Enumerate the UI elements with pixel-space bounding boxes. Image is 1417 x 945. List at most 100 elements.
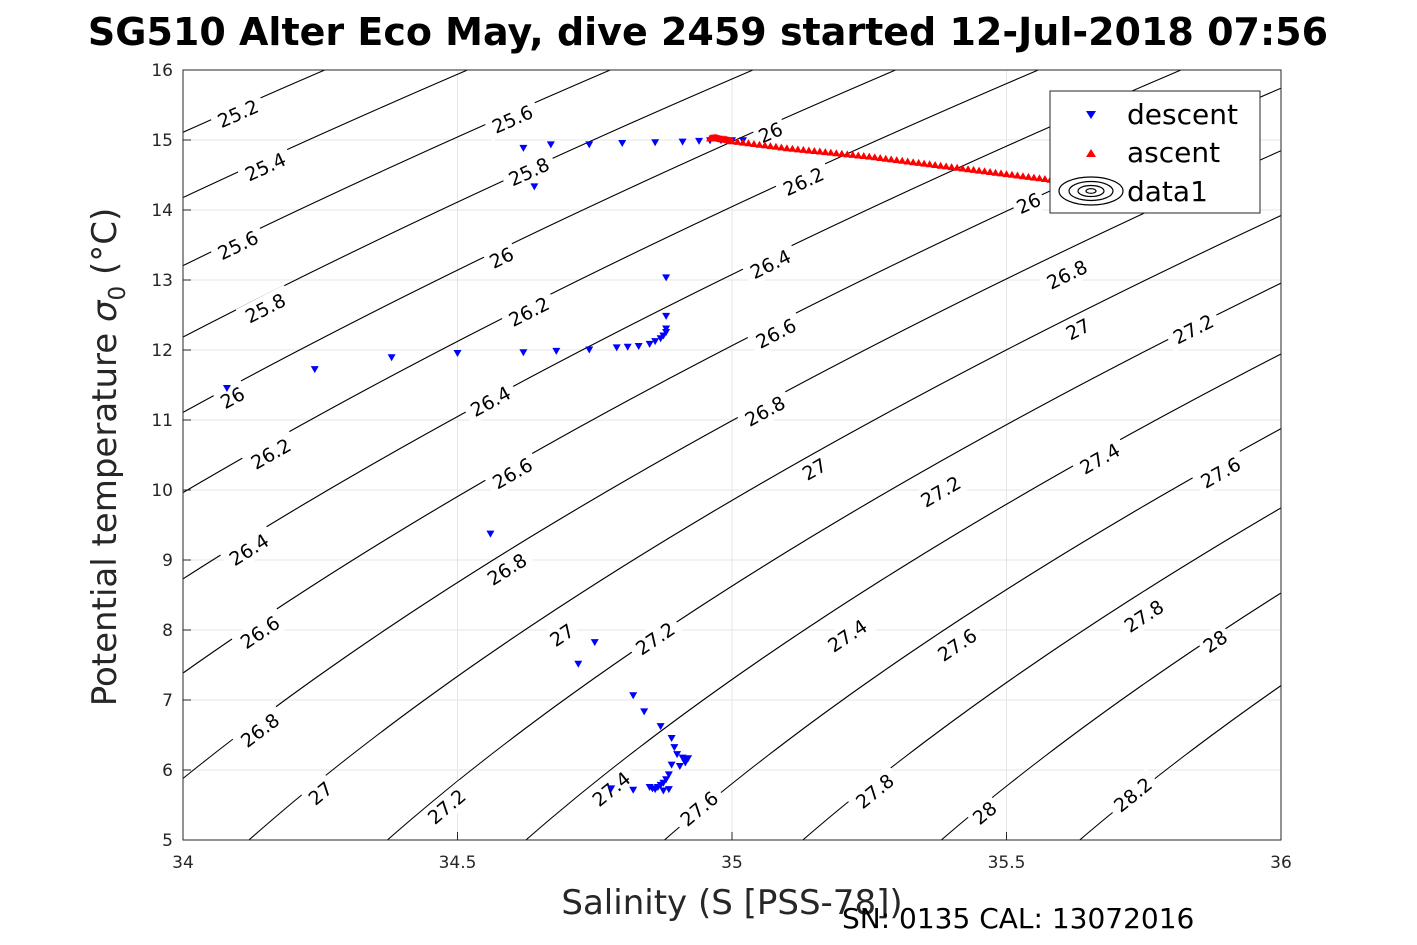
contour-label-background xyxy=(746,310,806,357)
ascent-point xyxy=(771,142,780,150)
ascent-point xyxy=(843,150,852,158)
descent-point xyxy=(659,787,668,795)
descent-point xyxy=(645,340,654,348)
ascent-point xyxy=(826,148,835,156)
y-tick-label: 10 xyxy=(151,481,173,501)
ascent-point xyxy=(859,152,868,160)
ascent-point xyxy=(1013,171,1022,179)
up-triangle-marker xyxy=(1086,149,1096,157)
contour-label-background xyxy=(477,544,537,594)
ascent-point xyxy=(793,145,802,153)
contour-label-background xyxy=(1114,591,1173,641)
ascent-point xyxy=(881,154,890,162)
x-axis-ticks: 34 34.5 35 35.5 36 xyxy=(172,853,1292,873)
ascent-point xyxy=(738,138,747,146)
y-axis-label-unit: (°C) xyxy=(85,208,125,286)
ascent-point xyxy=(760,141,769,149)
descent-point xyxy=(651,139,660,147)
isopycnal-line xyxy=(386,282,1281,840)
descent-point xyxy=(585,346,594,354)
descent-point xyxy=(662,325,671,333)
y-tick-label: 8 xyxy=(162,621,173,641)
ascent-point xyxy=(788,144,797,152)
y-tick-label: 16 xyxy=(151,61,173,81)
descent-point xyxy=(681,759,690,767)
ascent-point xyxy=(865,152,874,160)
ascent-point xyxy=(749,140,758,147)
contour-label-background xyxy=(1104,768,1162,821)
isopycnal-line xyxy=(940,592,1281,840)
ascent-point xyxy=(887,155,896,163)
descent-point xyxy=(546,141,555,149)
ascent-point xyxy=(1007,170,1016,178)
ascent-point xyxy=(980,167,989,175)
descent-point xyxy=(684,755,693,763)
y-axis-ticks: 5 6 7 8 9 10 11 12 13 14 15 16 xyxy=(151,61,173,851)
ascent-point xyxy=(1018,172,1027,180)
descent-series xyxy=(222,137,747,795)
contour-label-background xyxy=(964,793,1005,832)
ascent-point xyxy=(870,153,879,161)
descent-point xyxy=(590,639,599,647)
ascent-point xyxy=(821,148,830,156)
contour-label-background xyxy=(208,91,268,136)
legend: descent ascent data1 xyxy=(1049,90,1261,214)
contour-label-background xyxy=(1191,448,1251,497)
ascent-point xyxy=(914,158,923,166)
y-axis-label-text: Potential temperature xyxy=(85,322,125,706)
x-tick-label: 35.5 xyxy=(988,853,1026,873)
descent-point xyxy=(453,350,462,357)
contour-label-background xyxy=(499,288,559,335)
y-axis-label: Potential temperature σ0 (°C) xyxy=(85,208,131,707)
contour-label-background xyxy=(235,144,295,189)
ascent-point xyxy=(810,147,819,154)
descent-point xyxy=(629,786,638,794)
descent-point xyxy=(585,141,594,149)
contour-label-background xyxy=(911,467,970,516)
contour-label-background xyxy=(927,619,987,670)
ascent-point xyxy=(832,149,841,157)
contour-label-background xyxy=(626,613,685,664)
descent-point xyxy=(222,385,231,392)
contour-label-background xyxy=(846,764,904,818)
ascent-point xyxy=(997,169,1006,177)
contour-label-background xyxy=(751,115,790,150)
ascent-point xyxy=(942,162,951,170)
y-tick-label: 9 xyxy=(162,551,173,571)
isopycnal-line xyxy=(183,70,1183,580)
legend-label-ascent: ascent xyxy=(1127,136,1220,169)
legend-box xyxy=(1049,90,1261,214)
descent-point xyxy=(640,708,649,716)
descent-point xyxy=(574,660,583,668)
descent-point xyxy=(664,786,673,794)
serial-calibration-note: SN: 0135 CAL: 13072016 xyxy=(842,902,1194,935)
contour-label-background xyxy=(773,159,833,204)
contour-label: 26.4 xyxy=(740,241,800,287)
ascent-point xyxy=(958,164,967,172)
descent-point xyxy=(519,144,528,152)
contour-label-background xyxy=(794,450,834,488)
contour-label-background xyxy=(818,610,877,661)
descent-point xyxy=(634,343,643,350)
legend-label-descent: descent xyxy=(1127,98,1238,131)
contour-label: 27 xyxy=(542,616,582,654)
ascent-point xyxy=(848,150,857,158)
contour-label-background xyxy=(482,240,521,276)
y-tick-label: 11 xyxy=(151,411,173,431)
descent-point xyxy=(651,338,660,346)
descent-point xyxy=(607,785,616,793)
y-tick-label: 13 xyxy=(151,271,173,291)
descent-point xyxy=(519,349,528,357)
contour-label-background xyxy=(1009,185,1048,221)
ascent-point xyxy=(755,140,764,148)
contour-label: 28 xyxy=(1195,622,1235,660)
ascent-point xyxy=(920,159,929,167)
isopycnal-line xyxy=(248,214,1281,840)
ascent-point xyxy=(925,160,934,168)
contour-label-background xyxy=(499,149,559,194)
ascent-point xyxy=(837,149,846,157)
ascent-point xyxy=(733,137,742,145)
contour-label-background xyxy=(235,285,295,331)
descent-point xyxy=(618,140,627,147)
ascent-point xyxy=(892,156,901,164)
